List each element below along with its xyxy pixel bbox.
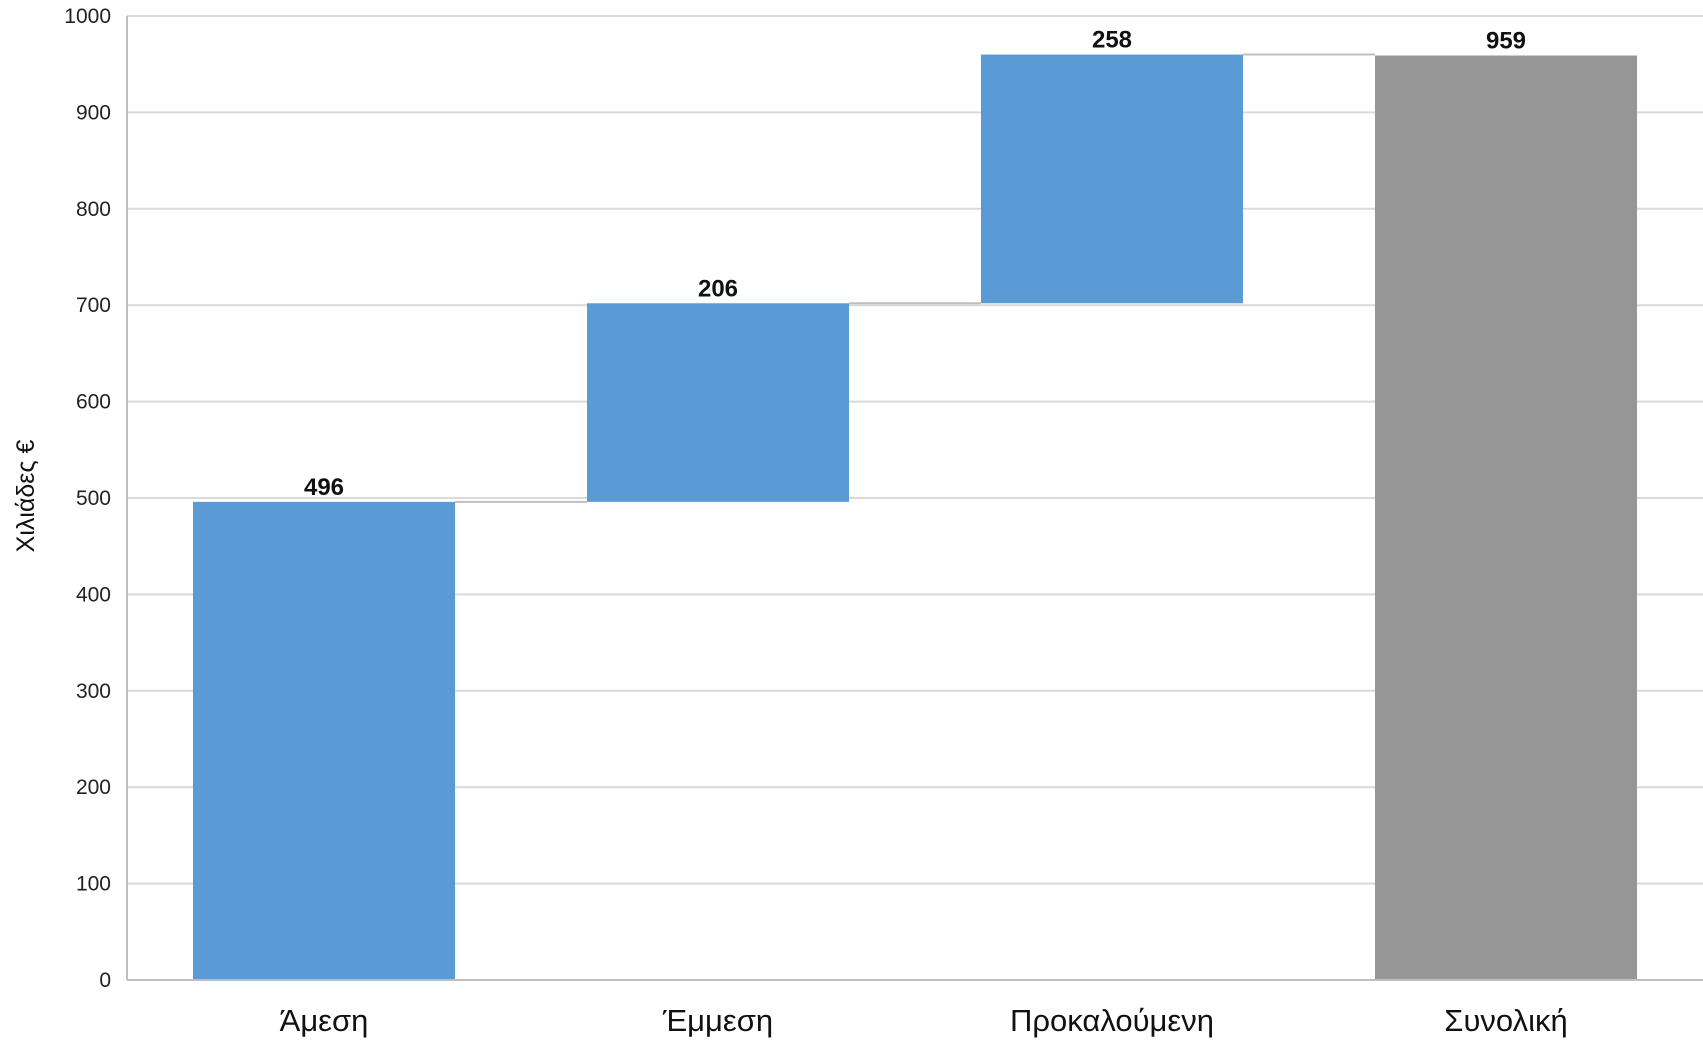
bar-total bbox=[1374, 55, 1638, 981]
axes bbox=[126, 16, 1703, 981]
data-label: 959 bbox=[1486, 28, 1526, 55]
bar-increase bbox=[980, 54, 1244, 304]
y-tick-label: 300 bbox=[76, 680, 111, 703]
y-tick-label: 800 bbox=[76, 198, 111, 221]
labels: 0 100 200 300 400 500 600 700 800 900 1000 496 Άμεση… bbox=[64, 5, 1567, 1038]
connector-lines bbox=[455, 53, 1375, 503]
y-tick-label: 900 bbox=[76, 101, 111, 124]
y-tick-label: 600 bbox=[76, 391, 111, 414]
y-tick-label: 200 bbox=[76, 776, 111, 799]
bar-increase bbox=[192, 501, 456, 980]
data-label: 258 bbox=[1092, 27, 1132, 54]
x-category-label: Άμεση bbox=[280, 1003, 369, 1038]
x-category-label: Προκαλούμενη bbox=[1010, 1003, 1214, 1038]
x-category-label: Συνολική bbox=[1444, 1003, 1567, 1038]
y-tick-label: 400 bbox=[76, 583, 111, 606]
x-category-label: Έμμεση bbox=[662, 1003, 773, 1038]
bar-increase bbox=[586, 303, 850, 502]
y-tick-label: 1000 bbox=[64, 5, 111, 28]
y-tick-label: 0 bbox=[99, 969, 111, 992]
data-label: 496 bbox=[304, 474, 344, 501]
data-label: 206 bbox=[698, 275, 738, 302]
y-axis-title: Χιλιάδες € bbox=[12, 440, 40, 553]
bars bbox=[192, 54, 1638, 981]
y-tick-label: 100 bbox=[76, 873, 111, 896]
y-tick-label: 500 bbox=[76, 487, 111, 510]
y-tick-label: 700 bbox=[76, 294, 111, 317]
